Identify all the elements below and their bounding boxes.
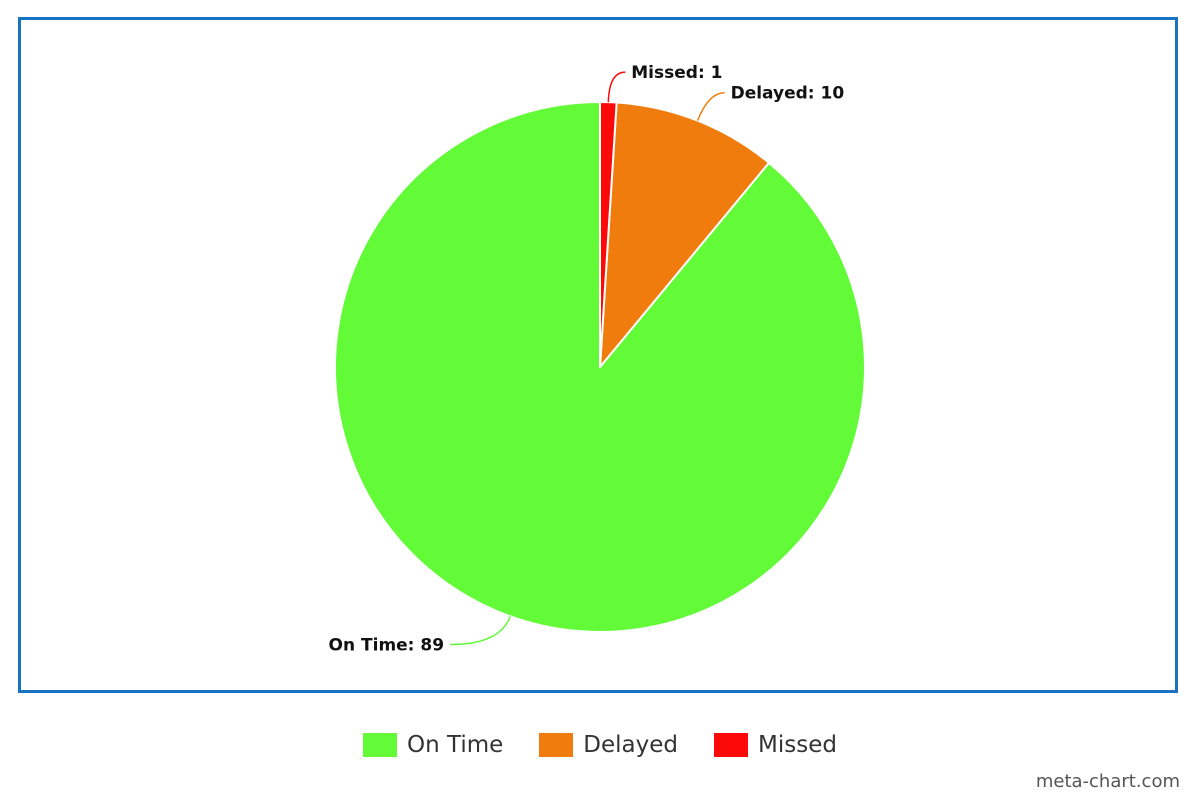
pie-slice-delayed[interactable] [599, 101, 770, 368]
legend-item-on-time[interactable]: On Time [363, 732, 503, 758]
leader-line-missed [607, 71, 626, 103]
legend-item-missed[interactable]: Missed [714, 732, 837, 758]
data-label-on-time: On Time: 89 [329, 636, 445, 656]
leader-line-on-time [450, 616, 511, 646]
data-label-missed: Missed: 1 [631, 63, 722, 83]
pie-leader-lines [450, 71, 725, 646]
legend-label: Missed [758, 732, 837, 758]
legend-swatch [714, 733, 749, 757]
legend-label: Delayed [583, 732, 679, 758]
chart-legend: On Time Delayed Missed [0, 732, 1200, 758]
watermark: meta-chart.com [1035, 771, 1180, 792]
leader-line-delayed [696, 91, 725, 121]
data-label-delayed: Delayed: 10 [731, 84, 845, 104]
legend-swatch [539, 733, 574, 757]
legend-swatch [363, 733, 398, 757]
legend-item-delayed[interactable]: Delayed [539, 732, 678, 758]
pie-data-labels: On Time: 89 Delayed: 10 Missed: 1 [329, 63, 845, 655]
pie-slices [334, 100, 866, 633]
legend-label: On Time [407, 732, 504, 758]
